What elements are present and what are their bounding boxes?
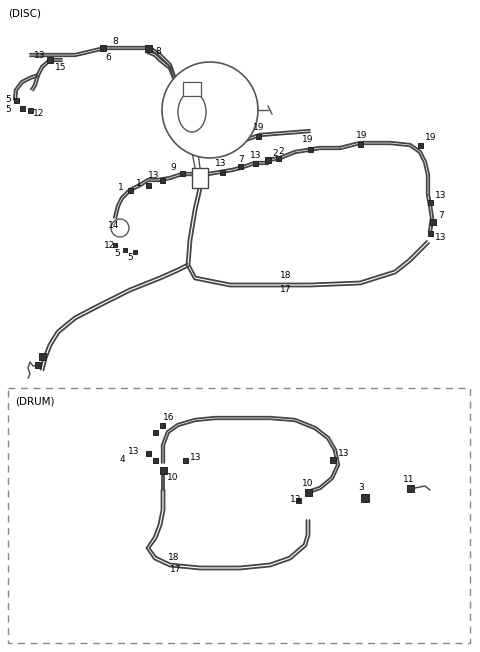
Bar [265, 157, 271, 163]
Ellipse shape [178, 92, 206, 132]
Text: 13: 13 [215, 160, 227, 168]
Text: 3: 3 [358, 484, 364, 492]
Bar [182, 458, 188, 462]
Bar [27, 108, 33, 113]
Text: 7: 7 [238, 155, 244, 164]
Text: 13: 13 [338, 449, 349, 458]
Bar [100, 45, 106, 51]
Text: 19: 19 [425, 134, 436, 143]
Text: 12: 12 [104, 241, 115, 250]
Text: 8: 8 [155, 46, 161, 55]
Bar [192, 168, 208, 188]
Bar [159, 177, 165, 183]
Bar [276, 155, 280, 160]
Text: 19: 19 [302, 136, 313, 145]
Bar [428, 231, 432, 235]
Bar [361, 494, 369, 502]
Bar [123, 248, 127, 252]
Text: 9: 9 [170, 162, 176, 171]
Text: 11: 11 [403, 475, 415, 484]
Circle shape [111, 219, 129, 237]
Text: 13: 13 [190, 452, 202, 462]
Bar [8, 388, 470, 643]
Text: 4: 4 [120, 456, 126, 464]
Bar [38, 353, 46, 359]
Text: 7: 7 [438, 211, 444, 220]
Text: 19: 19 [356, 132, 368, 140]
Text: 18: 18 [168, 554, 180, 563]
Text: 19: 19 [253, 123, 264, 132]
Bar [330, 457, 336, 463]
Text: 13: 13 [34, 52, 46, 61]
Text: 10: 10 [302, 479, 313, 488]
Bar [128, 188, 132, 192]
Text: 1: 1 [136, 179, 142, 188]
Text: 5: 5 [5, 104, 11, 113]
Text: 13: 13 [435, 192, 446, 201]
Bar [159, 466, 167, 473]
Bar [35, 362, 41, 368]
Bar [238, 164, 242, 168]
Bar [145, 183, 151, 188]
Bar [219, 170, 225, 175]
Text: 13: 13 [250, 151, 262, 160]
Text: 18: 18 [280, 271, 291, 280]
Bar [133, 250, 137, 254]
Text: 2: 2 [272, 149, 277, 158]
Bar [20, 106, 24, 110]
Bar [183, 82, 201, 96]
Text: 16: 16 [163, 413, 175, 422]
Text: 5: 5 [114, 250, 120, 258]
Bar [296, 497, 300, 503]
Text: 14: 14 [108, 220, 120, 230]
Bar [180, 171, 184, 175]
Circle shape [162, 62, 258, 158]
Bar [407, 484, 413, 492]
Bar [145, 451, 151, 456]
Bar [428, 200, 432, 205]
Bar [47, 57, 53, 63]
Bar [13, 98, 19, 102]
Bar [153, 458, 157, 462]
Bar [159, 422, 165, 428]
Text: 13: 13 [435, 233, 446, 241]
Text: 2: 2 [278, 147, 284, 155]
Text: 5: 5 [5, 95, 11, 104]
Bar [308, 147, 312, 151]
Text: 15: 15 [55, 63, 67, 72]
Bar [153, 430, 157, 434]
Text: 10: 10 [167, 473, 179, 482]
Text: 17: 17 [170, 565, 181, 574]
Text: (DRUM): (DRUM) [15, 397, 55, 407]
Bar [358, 141, 362, 147]
Bar [418, 143, 422, 147]
Bar [113, 243, 117, 247]
Text: 8: 8 [112, 37, 118, 46]
Text: 13: 13 [290, 494, 301, 503]
Text: 13: 13 [148, 171, 159, 179]
Text: 17: 17 [280, 286, 291, 295]
Text: 13: 13 [128, 447, 140, 456]
Bar [430, 219, 436, 225]
Bar [144, 44, 152, 52]
Text: 1: 1 [118, 183, 124, 192]
Text: 6: 6 [105, 53, 111, 61]
Bar [304, 488, 312, 496]
Text: 5: 5 [127, 254, 133, 263]
Text: (DISC): (DISC) [8, 8, 41, 18]
Text: 12: 12 [33, 108, 44, 117]
Bar [252, 160, 257, 166]
Bar [255, 134, 261, 138]
